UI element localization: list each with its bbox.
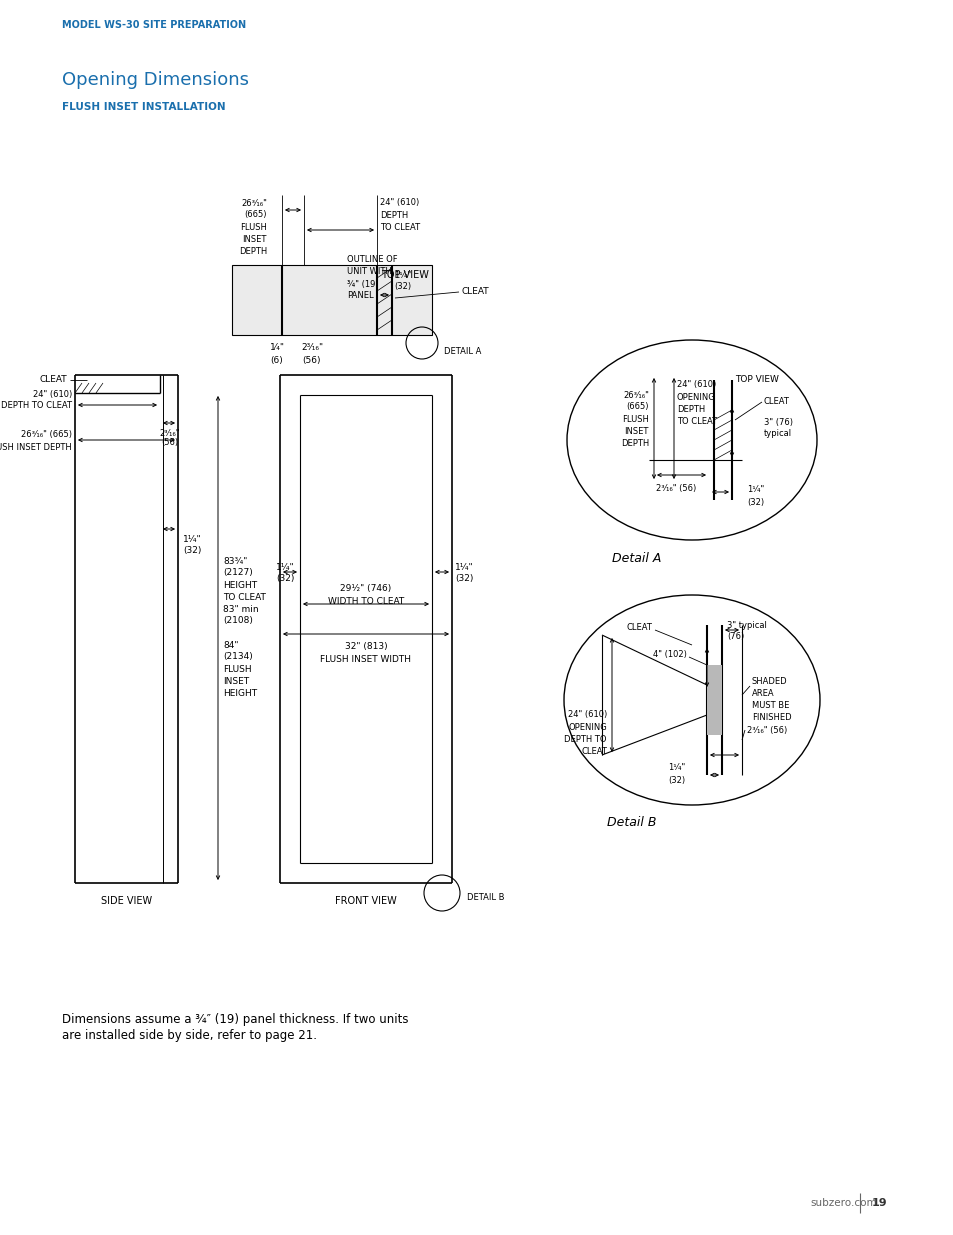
Text: FLUSH: FLUSH — [240, 222, 267, 231]
Text: FLUSH INSET WIDTH: FLUSH INSET WIDTH — [320, 655, 411, 663]
Text: ¾" (19): ¾" (19) — [347, 279, 378, 289]
Text: TO CLEAT: TO CLEAT — [379, 222, 419, 231]
Text: HEIGHT: HEIGHT — [223, 688, 257, 698]
Text: (76): (76) — [726, 632, 743, 641]
Text: CLEAT: CLEAT — [580, 746, 606, 756]
Text: 19: 19 — [871, 1198, 886, 1208]
Text: DEPTH TO: DEPTH TO — [564, 735, 606, 743]
Text: INSET: INSET — [242, 235, 267, 243]
Bar — [706, 664, 721, 735]
Text: 24" (610): 24" (610) — [677, 380, 716, 389]
Text: 3" typical: 3" typical — [726, 620, 766, 630]
Text: subzero.com: subzero.com — [809, 1198, 876, 1208]
Text: DEPTH: DEPTH — [238, 247, 267, 256]
Text: DEPTH TO CLEAT: DEPTH TO CLEAT — [1, 400, 71, 410]
Bar — [232, 266, 432, 335]
Text: (6): (6) — [271, 356, 283, 364]
Text: 2³⁄₁₆": 2³⁄₁₆" — [300, 343, 323, 352]
Text: 1⁄₄": 1⁄₄" — [269, 343, 284, 352]
Text: (665): (665) — [626, 403, 648, 411]
Text: DETAIL B: DETAIL B — [467, 893, 504, 903]
Text: TO CLEAT: TO CLEAT — [677, 416, 717, 426]
Text: (2134): (2134) — [223, 652, 253, 662]
Text: 1¹⁄₄": 1¹⁄₄" — [746, 485, 763, 494]
Text: 24" (610): 24" (610) — [379, 199, 418, 207]
Text: CLEAT: CLEAT — [39, 375, 67, 384]
Text: 26³⁄₁₆": 26³⁄₁₆" — [622, 390, 648, 399]
Text: 1¹⁄₄": 1¹⁄₄" — [183, 535, 201, 543]
Text: 2³⁄₁₆": 2³⁄₁₆" — [159, 429, 180, 437]
Text: 29¹⁄₂" (746): 29¹⁄₂" (746) — [340, 584, 392, 594]
Text: WIDTH TO CLEAT: WIDTH TO CLEAT — [328, 597, 404, 605]
Text: (56): (56) — [161, 438, 178, 447]
Text: 84": 84" — [223, 641, 238, 650]
Text: FLUSH: FLUSH — [223, 664, 252, 673]
Text: 4" (102): 4" (102) — [653, 651, 686, 659]
Text: (56): (56) — [302, 356, 321, 364]
Text: 24" (610): 24" (610) — [32, 390, 71, 399]
Text: OUTLINE OF: OUTLINE OF — [347, 256, 397, 264]
Text: 83³⁄₄": 83³⁄₄" — [223, 557, 247, 566]
Text: Dimensions assume a ¾″ (19) panel thickness. If two units: Dimensions assume a ¾″ (19) panel thickn… — [62, 1014, 408, 1026]
Text: INSET: INSET — [223, 677, 249, 685]
Text: 1¹⁄₄": 1¹⁄₄" — [276, 562, 294, 572]
Text: 1¹⁄₄": 1¹⁄₄" — [455, 562, 473, 572]
Text: CLEAT: CLEAT — [763, 398, 789, 406]
Text: (2127): (2127) — [223, 568, 253, 578]
Text: MODEL WS-30 SITE PREPARATION: MODEL WS-30 SITE PREPARATION — [62, 20, 246, 30]
Text: HEIGHT: HEIGHT — [223, 580, 257, 589]
Text: 26³⁄₁₆" (665): 26³⁄₁₆" (665) — [21, 431, 71, 440]
Text: FINISHED: FINISHED — [751, 714, 791, 722]
Text: PANEL: PANEL — [347, 291, 374, 300]
Text: SIDE VIEW: SIDE VIEW — [101, 897, 152, 906]
Text: 32" (813): 32" (813) — [344, 642, 387, 652]
Text: 26³⁄₁₆": 26³⁄₁₆" — [241, 199, 267, 207]
Text: (32): (32) — [183, 547, 201, 556]
Text: (32): (32) — [455, 574, 473, 583]
Text: FRONT VIEW: FRONT VIEW — [335, 897, 396, 906]
Text: Detail B: Detail B — [606, 816, 656, 830]
Text: TOP VIEW: TOP VIEW — [380, 270, 428, 280]
Text: 1¹⁄₄": 1¹⁄₄" — [394, 270, 411, 279]
Text: (32): (32) — [746, 498, 763, 506]
Text: UNIT WITH: UNIT WITH — [347, 268, 392, 277]
Text: FLUSH INSET INSTALLATION: FLUSH INSET INSTALLATION — [62, 103, 226, 112]
Text: DEPTH: DEPTH — [620, 438, 648, 447]
Text: 1¹⁄₄": 1¹⁄₄" — [668, 763, 685, 773]
Text: 3" (76): 3" (76) — [763, 417, 792, 426]
Text: (32): (32) — [276, 574, 294, 583]
Text: CLEAT: CLEAT — [625, 624, 651, 632]
Text: TOP VIEW: TOP VIEW — [735, 375, 778, 384]
Text: INSET: INSET — [624, 426, 648, 436]
Text: AREA: AREA — [751, 689, 774, 699]
Text: TO CLEAT: TO CLEAT — [223, 593, 266, 601]
Text: MUST BE: MUST BE — [751, 701, 788, 710]
Text: SHADED: SHADED — [751, 678, 787, 687]
Text: 83" min: 83" min — [223, 604, 258, 614]
Text: FLUSH INSET DEPTH: FLUSH INSET DEPTH — [0, 442, 71, 452]
Text: 2³⁄₁₆" (56): 2³⁄₁₆" (56) — [746, 725, 786, 735]
Text: Opening Dimensions: Opening Dimensions — [62, 70, 249, 89]
Text: (32): (32) — [668, 776, 685, 784]
Text: CLEAT: CLEAT — [461, 288, 489, 296]
Text: DEPTH: DEPTH — [379, 210, 408, 220]
Text: 2³⁄₁₆" (56): 2³⁄₁₆" (56) — [655, 483, 696, 493]
Text: OPENING: OPENING — [677, 393, 715, 401]
Text: (32): (32) — [394, 283, 411, 291]
Text: typical: typical — [763, 430, 791, 438]
Text: OPENING: OPENING — [568, 722, 606, 731]
Text: (2108): (2108) — [223, 616, 253, 625]
Text: FLUSH: FLUSH — [621, 415, 648, 424]
Text: are installed side by side, refer to page 21.: are installed side by side, refer to pag… — [62, 1029, 316, 1041]
Text: (665): (665) — [244, 210, 267, 220]
Text: DEPTH: DEPTH — [677, 405, 704, 414]
Text: Detail A: Detail A — [612, 552, 660, 564]
Text: DETAIL A: DETAIL A — [443, 347, 481, 356]
Text: 24" (610): 24" (610) — [567, 710, 606, 720]
